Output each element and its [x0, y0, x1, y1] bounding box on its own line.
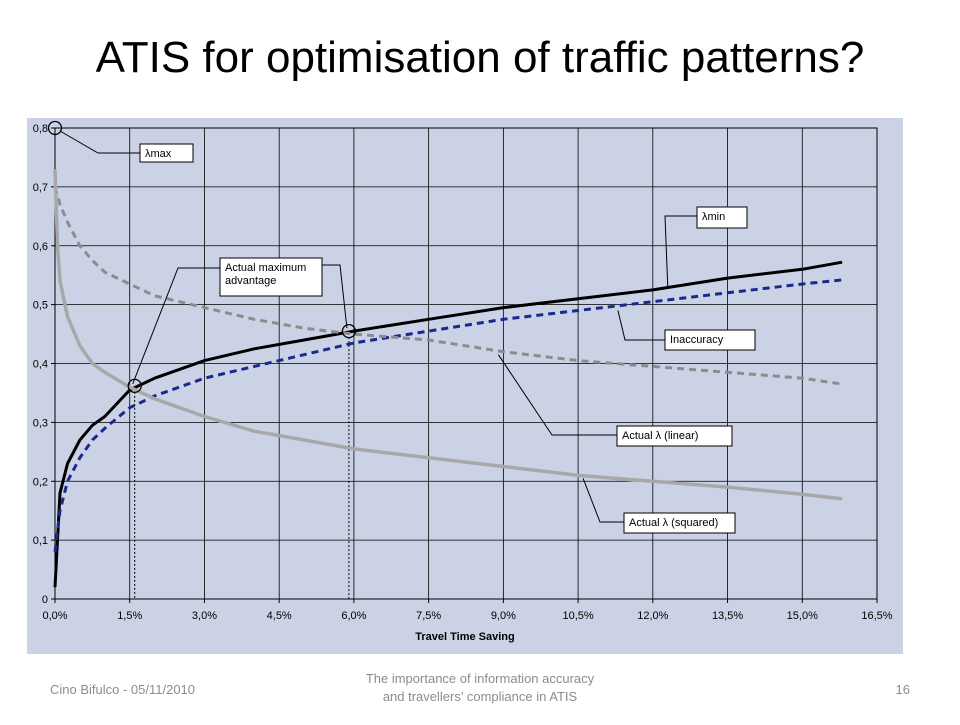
annotation-lambda-max-box [139, 143, 194, 163]
y-tick-label: 0,5 [33, 300, 48, 312]
y-tick-label: 0,4 [33, 359, 48, 371]
annotation-actual-max-text: advantage [225, 275, 276, 287]
y-tick-label: 0,3 [33, 417, 48, 429]
leader-actual-max-right [322, 264, 348, 329]
annotation-inaccuracy: Inaccuracy [664, 329, 756, 351]
x-tick-label: 9,0% [491, 610, 516, 622]
annotation-lambda-min: λmin [696, 206, 748, 229]
footer-subtitle-line1: The importance of information accuracy [365, 671, 595, 686]
x-tick-label: 0,0% [42, 610, 67, 622]
intersection-marker-0 [47, 120, 63, 136]
x-tick-label: 13,5% [712, 610, 743, 622]
annotation-actual-squared-text: Actual λ (squared) [629, 517, 718, 529]
leader-lambda-max [59, 130, 140, 154]
annotation-actual-linear-box [616, 425, 733, 447]
x-tick-label: 16,5% [861, 610, 892, 622]
annotation-actual-squared: Actual λ (squared) [623, 512, 736, 534]
x-tick-label: 3,0% [192, 610, 217, 622]
series-group [53, 169, 843, 588]
series-line-3 [53, 186, 843, 386]
annotation-lambda-max-text: λmax [145, 148, 172, 160]
y-tick-label: 0,6 [33, 241, 48, 253]
leader-lambda-min [664, 215, 697, 287]
x-axis-label: Travel Time Saving [415, 631, 514, 643]
y-tick-label: 0,7 [33, 182, 48, 194]
slide-title: ATIS for optimisation of traffic pattern… [95, 33, 865, 82]
x-tick-label: 6,0% [341, 610, 366, 622]
footer-author-date: Cino Bifulco - 05/11/2010 [50, 682, 196, 697]
annotation-lambda-max: λmax [139, 143, 194, 163]
y-tick-label: 0,1 [33, 535, 48, 547]
y-tick-label: 0,8 [33, 123, 48, 135]
series-line-1 [53, 260, 843, 588]
x-tick-label: 1,5% [117, 610, 142, 622]
leader-actual-linear [497, 354, 617, 436]
annotation-actual-linear-text: Actual λ (linear) [622, 430, 698, 442]
annotation-inaccuracy-text: Inaccuracy [670, 334, 724, 346]
annotation-lambda-min-text: λmin [702, 211, 725, 223]
x-tick-label: 10,5% [562, 610, 593, 622]
annotation-inaccuracy-box [664, 329, 756, 351]
intersection-marker-2 [341, 323, 357, 339]
page-number: 16 [895, 682, 910, 697]
x-tick-label: 12,0% [637, 610, 668, 622]
tick-labels: 0,0% 1,5% 3,0% 4,5% 6,0% 7,5% 9,0% 10,5% 12,0% 13… [33, 123, 893, 622]
series-line-4 [53, 169, 843, 501]
annotation-actual-max-box [219, 257, 323, 297]
annotation-actual-max-text: Actual maximum [225, 262, 306, 274]
footer-subtitle: The importance of information accuracy a… [330, 670, 630, 706]
leader-actual-max-left [132, 267, 220, 385]
drop-lines [134, 337, 350, 599]
footer-subtitle-line2: and travellers’ compliance in ATIS [382, 689, 578, 704]
leader-inaccuracy [617, 310, 665, 341]
x-tick-label: 15,0% [787, 610, 818, 622]
y-tick-label: 0 [42, 594, 48, 606]
y-tick-label: 0,2 [33, 476, 48, 488]
series-line-2 [53, 278, 843, 553]
chart-area-background [27, 118, 903, 654]
annotation-actual-squared-box [623, 512, 736, 534]
annotation-actual-linear: Actual λ (linear) [616, 425, 733, 447]
annotation-lambda-min-box [696, 206, 748, 229]
axes [51, 127, 878, 603]
x-tick-label: 7,5% [416, 610, 441, 622]
x-tick-label: 4,5% [267, 610, 292, 622]
leader-actual-squared [582, 478, 624, 523]
